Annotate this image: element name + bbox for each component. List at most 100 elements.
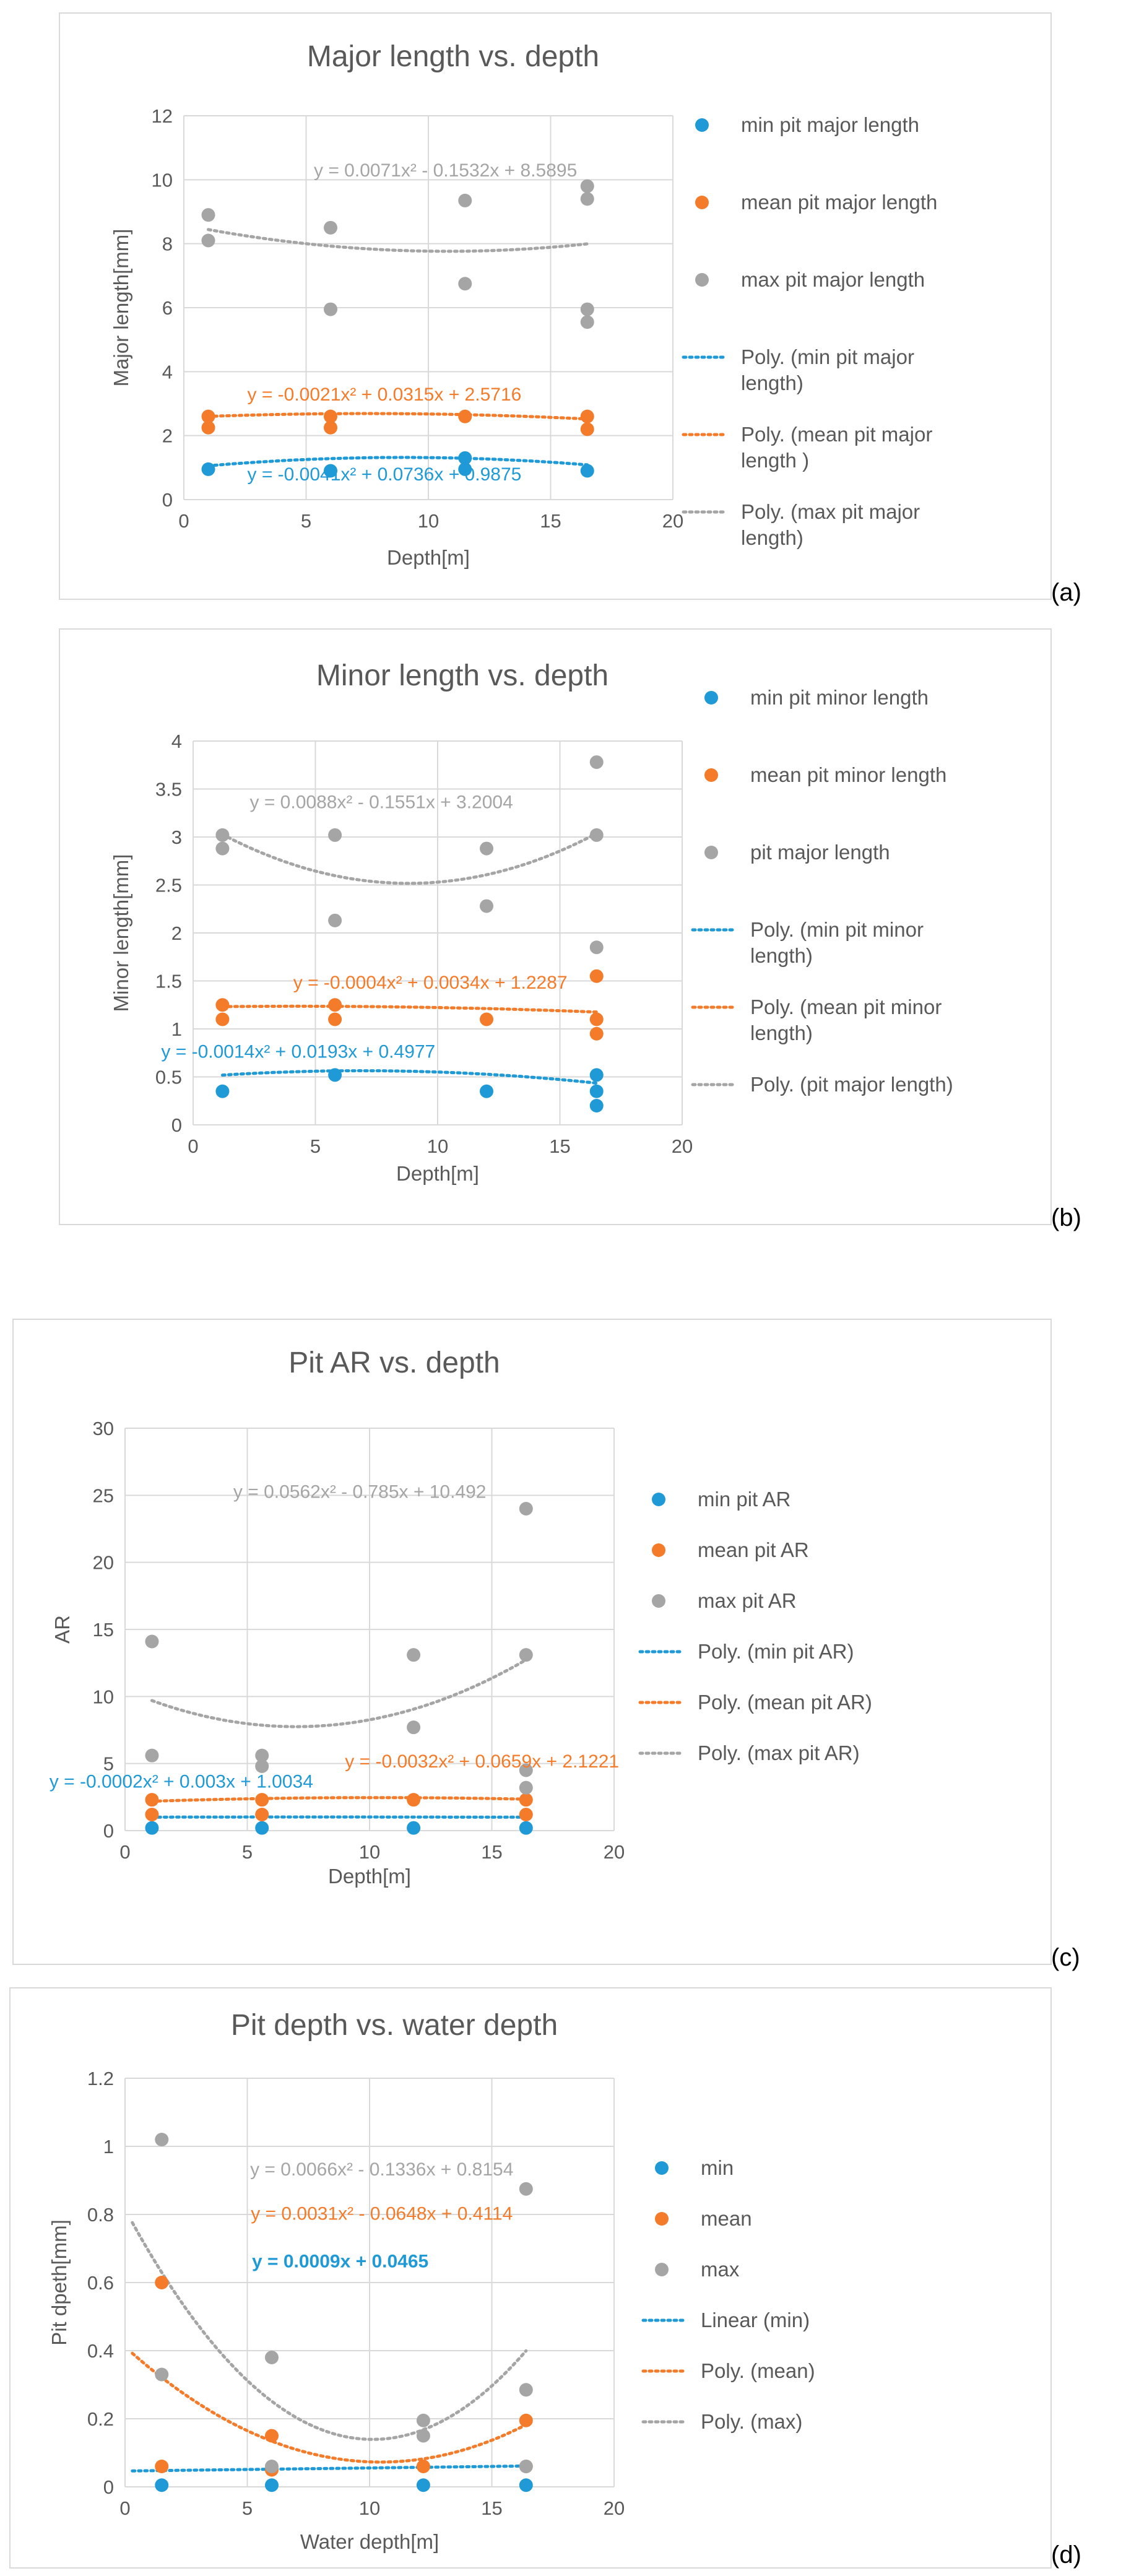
data-point — [589, 828, 604, 842]
x-tick-label: 20 — [604, 2497, 625, 2519]
data-point — [265, 2460, 279, 2473]
data-point — [589, 969, 604, 983]
data-point — [328, 998, 342, 1012]
legend-marker — [695, 196, 709, 209]
data-point — [265, 2429, 279, 2443]
legend-label: Poly. (max pit AR) — [698, 1741, 860, 1764]
chart-minor-length: Minor length vs. depth 0 0.5 1 1.5 2 2.5 3 3.5 4 0… — [110, 659, 953, 1185]
y-tick-label: 12 — [152, 105, 173, 127]
data-point — [519, 1821, 533, 1835]
data-point — [416, 2478, 430, 2492]
data-point — [519, 1780, 533, 1795]
y-tick-label: 20 — [93, 1552, 114, 1574]
data-point — [328, 1068, 342, 1082]
y-tick-label: 2.5 — [155, 875, 182, 896]
legend-label: max pit major length — [741, 268, 925, 291]
y-tick-label: 15 — [93, 1619, 114, 1641]
trendline-equation: y = -0.0004x² + 0.0034x + 1.2287 — [293, 973, 568, 993]
data-point — [480, 841, 493, 856]
trendline-equation: y = -0.0021x² + 0.0315x + 2.5716 — [247, 384, 521, 405]
legend-marker — [704, 691, 718, 705]
data-point — [458, 277, 472, 291]
data-point — [519, 1808, 533, 1821]
y-tick-label: 0 — [103, 1820, 114, 1842]
data-point — [519, 2460, 533, 2473]
data-point — [201, 409, 215, 423]
trendline-equation: y = 0.0009x + 0.0465 — [252, 2251, 428, 2271]
data-point — [255, 1759, 269, 1773]
trendline-equation: y = -0.0002x² + 0.003x + 1.0034 — [50, 1772, 313, 1792]
chart-panel-pit-ar: Pit AR vs. depth 0 5 10 15 20 25 30 0 5 10 15 20 Dept… — [12, 1319, 1052, 1965]
data-point — [145, 1634, 159, 1649]
legend-marker — [695, 118, 709, 132]
chart-pit-ar: Pit AR vs. depth 0 5 10 15 20 25 30 0 5 10 15 20 Dept… — [50, 1347, 872, 1888]
trendline — [150, 1658, 528, 1728]
data-point — [215, 998, 230, 1012]
data-point — [416, 2413, 430, 2427]
y-tick-label: 8 — [162, 233, 173, 255]
legend-marker — [695, 273, 709, 287]
trendline — [150, 1796, 528, 1803]
legend-label: Linear (min) — [701, 2309, 810, 2331]
data-point — [145, 1808, 159, 1821]
y-tick-label: 0 — [162, 489, 173, 511]
y-tick-label: 0.8 — [87, 2204, 114, 2226]
legend-label: mean pit minor length — [750, 763, 946, 786]
x-tick-label: 0 — [119, 2497, 130, 2519]
data-point — [519, 2478, 533, 2492]
legend-label: mean pit major length — [741, 191, 937, 214]
data-point — [519, 2182, 533, 2196]
data-point — [458, 193, 472, 207]
data-point — [201, 420, 215, 435]
data-point — [580, 192, 594, 206]
data-point — [580, 302, 594, 316]
legend-label: Poly. (mean pit AR) — [698, 1691, 872, 1714]
legend-marker — [655, 2263, 669, 2276]
x-tick-label: 20 — [662, 510, 683, 532]
data-point — [155, 2367, 169, 2382]
x-tick-label: 10 — [359, 2497, 380, 2519]
chart-title: Pit depth vs. water depth — [231, 2009, 558, 2042]
x-tick-label: 15 — [481, 1841, 502, 1863]
y-axis-label: Major length[mm] — [110, 229, 132, 387]
legend-label: Poly. (max pit major length) — [741, 500, 920, 549]
data-point — [580, 422, 594, 436]
data-point — [328, 1012, 342, 1026]
y-tick-label: 0.2 — [87, 2408, 114, 2430]
x-axis-label: Depth[m] — [396, 1162, 479, 1185]
legend-marker — [652, 1543, 665, 1557]
y-tick-label: 0 — [103, 2476, 114, 2498]
x-tick-label: 10 — [418, 510, 439, 532]
data-point — [215, 828, 230, 842]
panel-label-d: (d) — [1051, 2541, 1081, 2569]
chart-panel-minor-length: Minor length vs. depth 0 0.5 1 1.5 2 2.5 3 3.5 4 0… — [59, 628, 1052, 1225]
data-point — [324, 409, 337, 423]
panel-label-a: (a) — [1051, 579, 1081, 606]
data-point — [201, 233, 215, 248]
data-point — [407, 1793, 421, 1807]
data-point — [416, 2429, 430, 2443]
data-point — [480, 1084, 493, 1098]
data-point — [255, 1748, 269, 1763]
data-point — [480, 1012, 493, 1026]
x-tick-label: 10 — [427, 1135, 448, 1157]
data-point — [458, 409, 472, 423]
data-point — [215, 1084, 230, 1098]
x-tick-label: 15 — [549, 1135, 570, 1157]
legend-label: max — [701, 2258, 740, 2281]
x-tick-label: 0 — [119, 1841, 130, 1863]
x-tick-label: 5 — [242, 1841, 253, 1863]
legend-label: Poly. (min pit AR) — [698, 1640, 854, 1663]
trendline — [207, 228, 589, 253]
data-point — [580, 315, 594, 329]
trendline — [131, 2464, 528, 2473]
legend-label: mean pit AR — [698, 1538, 809, 1561]
data-point — [519, 2413, 533, 2427]
legend-label: Poly. (min pit major length) — [741, 345, 914, 394]
x-tick-label: 20 — [604, 1841, 625, 1863]
chart-panel-pit-depth: Pit depth vs. water depth 0 0.2 0.4 0.6 0.8 1 1… — [9, 1987, 1052, 2569]
y-axis-label: Pit dpeth[mm] — [48, 2219, 71, 2346]
data-point — [589, 1026, 604, 1041]
data-point — [407, 1821, 421, 1835]
data-point — [215, 841, 230, 856]
